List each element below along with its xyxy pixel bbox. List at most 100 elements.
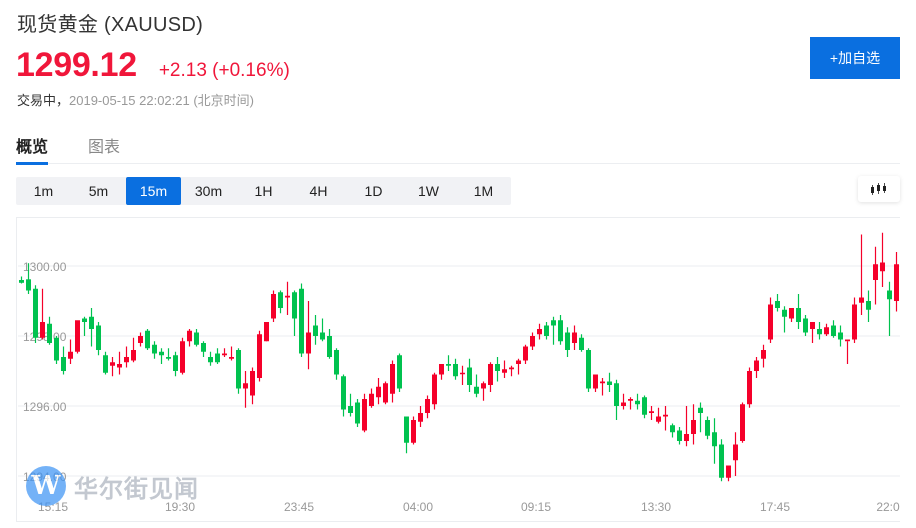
price-row: 1299.12 +2.13 (+0.16%) — [16, 46, 290, 85]
candle-body — [726, 465, 731, 478]
candle-body — [439, 364, 444, 375]
candle-body — [789, 308, 794, 319]
candle-body — [782, 309, 787, 317]
y-axis-label: 1296.00 — [23, 400, 67, 414]
candle-body — [537, 329, 542, 335]
chart-type-button[interactable] — [858, 176, 900, 202]
candle-body — [894, 264, 899, 301]
candle-body — [551, 320, 556, 326]
candle-body — [712, 432, 717, 447]
period-30m[interactable]: 30m — [194, 183, 223, 199]
x-axis-label: 22:0 — [876, 500, 900, 514]
candle-body — [138, 336, 143, 343]
candle-body — [320, 332, 325, 340]
candle-body — [474, 386, 479, 394]
candle-body — [516, 360, 521, 364]
candle-body — [635, 400, 640, 405]
last-price: 1299.12 — [16, 46, 137, 84]
period-1d[interactable]: 1D — [364, 183, 383, 199]
candle-body — [887, 290, 892, 300]
candle-body — [299, 288, 304, 354]
tab-overview[interactable]: 概览 — [16, 124, 49, 165]
candle-body — [26, 279, 31, 291]
candle-body — [817, 329, 822, 335]
candle-body — [880, 262, 885, 272]
candle-body — [145, 330, 150, 349]
period-1m[interactable]: 1m — [33, 183, 54, 199]
candle-body — [61, 357, 66, 371]
candle-body — [740, 404, 745, 441]
candle-body — [397, 355, 402, 389]
period-selector: 1m 5m 15m 30m 1H 4H 1D 1W 1M — [16, 177, 511, 205]
tab-chart[interactable]: 图表 — [88, 139, 121, 156]
candle-body — [215, 353, 220, 363]
candle-body — [796, 308, 801, 322]
candle-body — [684, 434, 689, 441]
candle-body — [376, 386, 381, 398]
candle-body — [656, 416, 661, 422]
period-1mo[interactable]: 1M — [473, 183, 494, 199]
candle-body — [488, 364, 493, 385]
candle-body — [705, 420, 710, 436]
candle-body — [68, 351, 73, 359]
candle-body — [663, 414, 668, 417]
candle-body — [75, 320, 80, 352]
candle-body — [509, 367, 514, 370]
period-5m[interactable]: 5m — [88, 183, 109, 199]
candle-body — [544, 325, 549, 336]
candle-body — [264, 322, 269, 342]
chart-canvas[interactable]: 1300.001298.001296.001294.0015:1519:3023… — [16, 217, 900, 522]
candle-body — [257, 334, 262, 378]
candle-body — [866, 301, 871, 310]
candle-body — [369, 393, 374, 406]
candle-body — [411, 420, 416, 443]
candle-body — [82, 318, 87, 322]
candle-body — [110, 362, 115, 366]
candle-body — [96, 325, 101, 350]
candle-body — [334, 350, 339, 375]
candle-body — [600, 381, 605, 384]
y-axis-label: 1300.00 — [23, 260, 67, 274]
candle-body — [383, 383, 388, 403]
period-4h[interactable]: 4H — [309, 183, 328, 199]
period-15m[interactable]: 15m — [126, 177, 181, 205]
candle-body — [607, 381, 612, 385]
candle-body — [649, 411, 654, 413]
candle-body — [768, 304, 773, 340]
period-1w[interactable]: 1W — [418, 183, 439, 199]
candle-body — [481, 383, 486, 389]
candle-body — [579, 337, 584, 350]
candle-body — [593, 374, 598, 389]
candle-body — [572, 332, 577, 343]
candle-body — [432, 374, 437, 405]
candle-body — [775, 301, 780, 308]
candle-body — [306, 332, 311, 354]
candlestick-chart[interactable]: 1300.001298.001296.001294.0015:1519:3023… — [16, 217, 900, 522]
candle-body — [313, 325, 318, 336]
candle-body — [502, 369, 507, 373]
candle-body — [187, 330, 192, 342]
candle-body — [124, 357, 129, 363]
instrument-title: 现货黄金 (XAUUSD) — [17, 14, 204, 36]
candle-body — [54, 337, 59, 361]
candle-body — [229, 357, 234, 359]
candle-body — [194, 332, 199, 345]
candlestick-icon — [871, 183, 886, 195]
add-to-watchlist-button[interactable]: +加自选 — [810, 37, 900, 79]
candle-body — [873, 264, 878, 280]
candle-body — [810, 322, 815, 329]
candle-body — [47, 323, 52, 343]
period-1h[interactable]: 1H — [254, 183, 273, 199]
candle-body — [152, 344, 157, 354]
candle-body — [285, 295, 290, 298]
candle-body — [677, 430, 682, 441]
candle-body — [166, 357, 171, 359]
candle-body — [131, 350, 136, 361]
x-axis-label: 23:45 — [284, 500, 314, 514]
candle-body — [460, 372, 465, 375]
x-axis-label: 19:30 — [165, 500, 195, 514]
candle-body — [803, 318, 808, 333]
candle-body — [621, 402, 626, 406]
candle-body — [495, 364, 500, 371]
candle-body — [250, 371, 255, 396]
